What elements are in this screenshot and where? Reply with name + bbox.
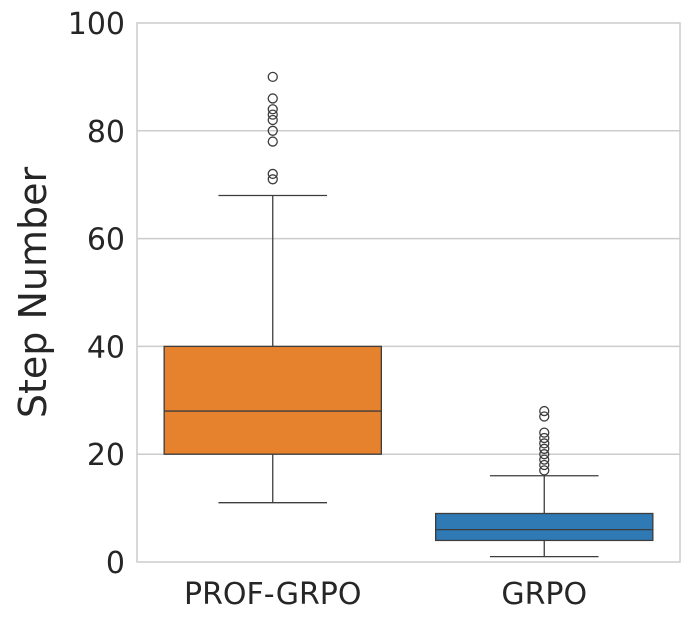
outlier-point — [267, 125, 278, 136]
outlier-point — [267, 136, 278, 147]
outlier-point — [539, 438, 550, 449]
box-iqr — [163, 345, 382, 455]
outlier-point — [267, 104, 278, 115]
y-tick-label: 0 — [106, 546, 125, 581]
plot-area-frame — [136, 22, 681, 563]
box-series — [163, 71, 654, 558]
outlier-point — [539, 432, 550, 444]
outlier-point — [267, 109, 278, 120]
y-tick-label: 100 — [68, 7, 125, 42]
outlier-point — [539, 443, 550, 454]
outlier-point — [539, 465, 550, 476]
box-group — [163, 71, 382, 504]
box-iqr — [434, 512, 654, 542]
tick-labels: 0 20 40 60 80 100 PROF-GRPO GRPO — [68, 7, 587, 612]
outlier-point — [539, 459, 550, 471]
outlier-point — [539, 427, 550, 438]
outlier-point — [539, 449, 550, 460]
y-tick-label: 60 — [87, 223, 125, 258]
outlier-point — [267, 114, 278, 126]
outlier-point — [539, 405, 550, 417]
y-tick-label: 80 — [87, 115, 125, 150]
outlier-point — [539, 411, 550, 422]
outlier-point — [267, 168, 278, 180]
y-tick-label: 40 — [87, 330, 125, 365]
outlier-point — [267, 174, 278, 185]
outlier-point — [539, 454, 550, 465]
outlier-point — [267, 93, 278, 104]
box-group — [434, 405, 654, 558]
y-axis-title: Step Number — [11, 166, 55, 418]
x-tick-label: GRPO — [501, 577, 587, 612]
outlier-point — [267, 71, 278, 83]
y-tick-label: 20 — [87, 438, 125, 473]
x-tick-label: PROF-GRPO — [184, 577, 362, 612]
